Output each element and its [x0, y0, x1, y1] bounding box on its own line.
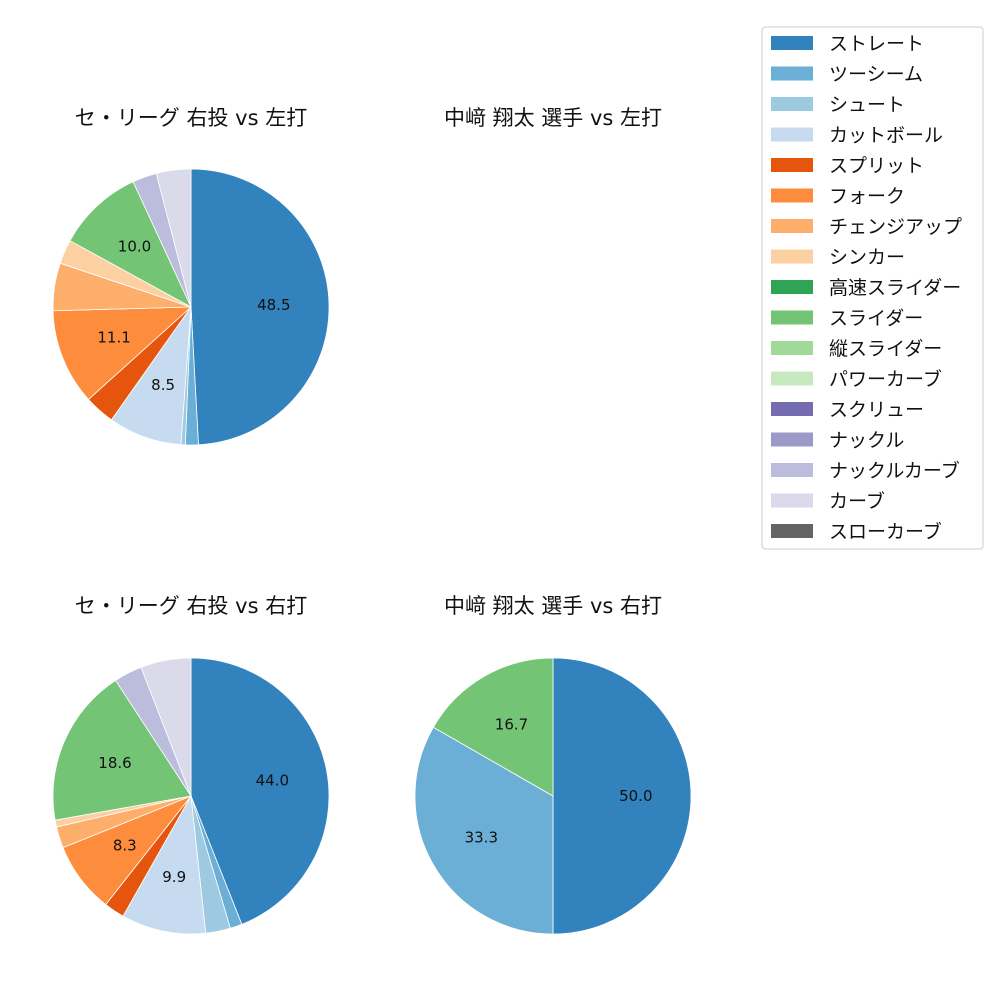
- legend-label: フォーク: [829, 186, 905, 208]
- legend-label: スクリュー: [829, 399, 924, 421]
- legend-item: ナックルカーブ: [771, 459, 960, 482]
- legend-frame: [761, 26, 984, 550]
- legend-swatch: [771, 158, 813, 172]
- legend-swatch: [771, 524, 813, 538]
- legend: ストレートツーシームシュートカットボールスプリットフォークチェンジアップシンカー…: [761, 26, 984, 550]
- legend-label: ツーシーム: [829, 64, 923, 86]
- pie-panel-2: 中﨑 翔太 選手 vs 左打: [444, 106, 662, 130]
- slice-percent-label: 50.0: [619, 787, 652, 805]
- pie-slice: [52, 306, 193, 400]
- panel-title: 中﨑 翔太 選手 vs 左打: [444, 106, 662, 130]
- legend-label: ストレート: [829, 33, 924, 55]
- legend-item: スライダー: [771, 308, 923, 330]
- legend-label: ナックル: [829, 430, 904, 452]
- legend-label: 高速スライダー: [829, 277, 961, 299]
- pie-panel-3: セ・リーグ 右投 vs 右打 44.0 9.9 8.3 18.6: [52, 594, 330, 935]
- legend-item: シュート: [771, 94, 905, 116]
- legend-label: チェンジアップ: [829, 216, 962, 238]
- legend-item: ナックル: [771, 430, 904, 452]
- legend-swatch: [771, 66, 813, 81]
- slice-percent-label: 8.5: [151, 376, 175, 394]
- pie-slices: 44.0 9.9 8.3 18.6: [52, 657, 330, 935]
- pie-slice: [52, 679, 192, 821]
- slice-percent-label: 44.0: [256, 772, 289, 790]
- pie-slices: 50.0 33.3 16.7: [414, 657, 692, 935]
- pie-slice: [140, 657, 192, 797]
- legend-swatch: [771, 493, 813, 508]
- pie-slice: [552, 657, 692, 935]
- legend-swatch: [771, 188, 813, 203]
- legend-item: スクリュー: [771, 399, 924, 421]
- legend-swatch: [771, 36, 813, 50]
- slice-percent-label: 18.6: [98, 754, 131, 772]
- legend-item: フォーク: [771, 186, 905, 208]
- legend-swatch: [771, 371, 813, 386]
- legend-label: シンカー: [829, 247, 905, 269]
- legend-label: カーブ: [829, 490, 885, 513]
- legend-label: カットボール: [829, 125, 943, 147]
- slice-percent-label: 8.3: [113, 837, 137, 855]
- legend-item: カットボール: [771, 125, 943, 147]
- legend-label: スローカーブ: [829, 520, 942, 543]
- pie-slice: [432, 657, 554, 797]
- legend-label: スライダー: [829, 308, 923, 330]
- legend-label: パワーカーブ: [829, 368, 942, 391]
- legend-swatch: [771, 463, 813, 477]
- panel-title: セ・リーグ 右投 vs 右打: [75, 594, 307, 618]
- legend-swatch: [771, 341, 813, 355]
- panel-title: セ・リーグ 右投 vs 左打: [75, 106, 307, 130]
- legend-item: 縦スライダー: [771, 338, 942, 360]
- pie-panel-4: 中﨑 翔太 選手 vs 右打 50.0 33.3 16.7: [414, 594, 692, 935]
- pie-panel-1: セ・リーグ 右投 vs 左打 48.5 8.5 11.1 10.0: [52, 106, 330, 446]
- slice-percent-label: 48.5: [257, 296, 290, 314]
- legend-item: パワーカーブ: [771, 368, 942, 391]
- legend-swatch: [771, 127, 813, 142]
- legend-swatch: [771, 432, 813, 447]
- legend-label: シュート: [829, 94, 905, 116]
- legend-item: スローカーブ: [771, 520, 942, 543]
- panel-title: 中﨑 翔太 選手 vs 右打: [444, 594, 662, 618]
- slice-percent-label: 33.3: [465, 829, 498, 847]
- legend-label: 縦スライダー: [829, 338, 942, 360]
- legend-label: スプリット: [829, 155, 924, 177]
- legend-swatch: [771, 310, 813, 325]
- slice-percent-label: 11.1: [97, 329, 130, 347]
- pie-slice: [190, 657, 330, 925]
- legend-swatch: [771, 249, 813, 264]
- slice-percent-label: 16.7: [495, 715, 528, 733]
- pie-slice: [190, 168, 330, 446]
- pie-slice: [122, 794, 207, 935]
- legend-swatch: [771, 280, 813, 294]
- slice-percent-label: 9.9: [162, 868, 186, 886]
- legend-item: チェンジアップ: [771, 216, 962, 238]
- pie-slices: 48.5 8.5 11.1 10.0: [52, 168, 330, 446]
- legend-item: ツーシーム: [771, 64, 923, 86]
- pie-slice: [414, 726, 554, 935]
- slice-percent-label: 10.0: [118, 238, 151, 256]
- pie-slice: [155, 168, 192, 308]
- pie-slice: [69, 181, 192, 308]
- legend-item: カーブ: [771, 490, 885, 513]
- legend-item: シンカー: [771, 247, 905, 269]
- legend-swatch: [771, 97, 813, 111]
- legend-swatch: [771, 402, 813, 416]
- legend-label: ナックルカーブ: [829, 459, 960, 482]
- legend-swatch: [771, 219, 813, 233]
- legend-item: 高速スライダー: [771, 277, 961, 299]
- legend-item: ストレート: [771, 33, 924, 55]
- legend-item: スプリット: [771, 155, 924, 177]
